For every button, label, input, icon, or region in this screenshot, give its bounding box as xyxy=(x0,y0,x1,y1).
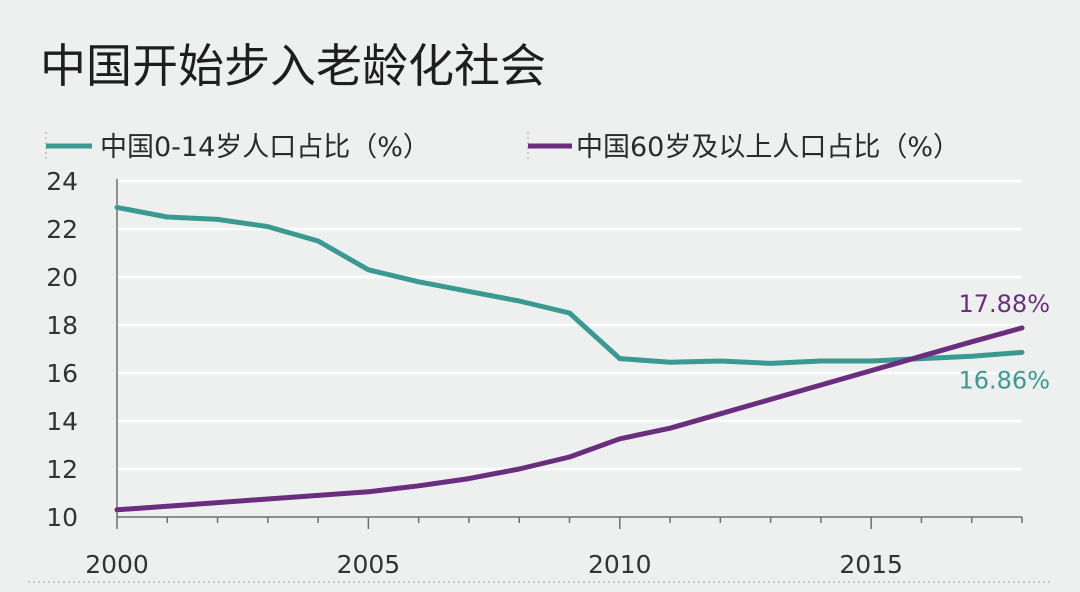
x-axis: 2000 2005 2010 2015 xyxy=(85,179,1023,579)
legend-label-children: 中国0-14岁人口占比（%） xyxy=(100,132,430,163)
x-tick-label: 2010 xyxy=(588,550,652,579)
y-tick-label: 20 xyxy=(46,263,78,292)
end-labels: 16.86% 17.88% xyxy=(958,290,1050,394)
end-label-children: 16.86% xyxy=(958,366,1050,394)
chart-title: 中国开始步入老龄化社会 xyxy=(40,39,546,93)
y-tick-label: 22 xyxy=(46,215,78,244)
end-label-elderly: 17.88% xyxy=(958,290,1050,318)
y-tick-label: 24 xyxy=(46,167,78,196)
x-tick-label: 2000 xyxy=(85,550,149,579)
legend-label-elderly: 中国60岁及以上人口占比（%） xyxy=(576,132,960,163)
x-tick-label: 2005 xyxy=(337,550,401,579)
chart-legend: 中国0-14岁人口占比（%） 中国60岁及以上人口占比（%） xyxy=(45,132,960,163)
y-tick-label: 10 xyxy=(46,503,78,532)
y-tick-label: 12 xyxy=(46,455,78,484)
y-axis: 10 12 14 16 18 20 22 24 xyxy=(46,167,78,532)
y-tick-label: 14 xyxy=(46,407,78,436)
series-lines xyxy=(114,204,1025,513)
grid-lines xyxy=(117,179,1022,471)
x-tick-label: 2015 xyxy=(839,550,903,579)
series-line-children xyxy=(114,204,1025,366)
y-tick-label: 16 xyxy=(46,359,78,388)
y-tick-label: 18 xyxy=(46,311,78,340)
series-line-elderly xyxy=(114,325,1025,513)
